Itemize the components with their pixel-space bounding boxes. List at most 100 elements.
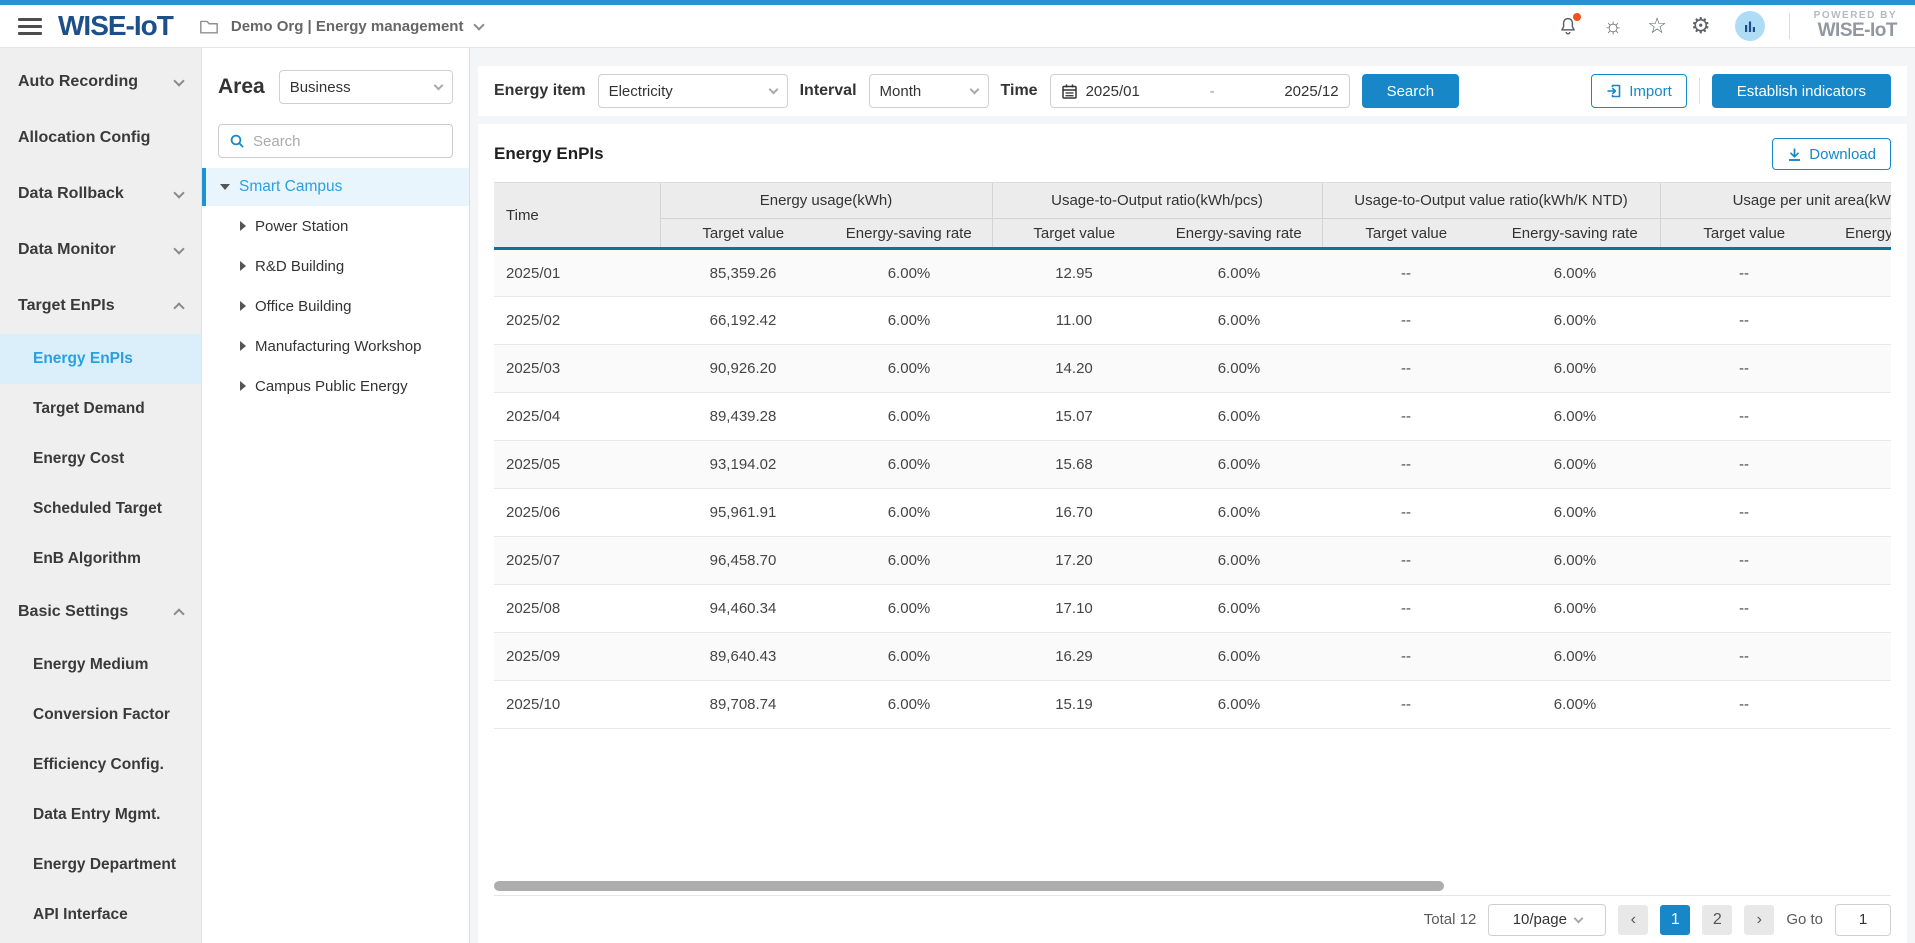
- sidebar-item-label: EnB Algorithm: [33, 550, 141, 567]
- tree-node-label: Smart Campus: [239, 178, 343, 195]
- card-title: Energy EnPIs: [494, 144, 604, 163]
- sidebar-item-target-demand[interactable]: Target Demand: [0, 384, 201, 434]
- sidebar-item-basic-settings[interactable]: Basic Settings: [0, 584, 201, 640]
- table-cell: --: [1660, 680, 1829, 729]
- table-cell: 6.00%: [826, 536, 992, 585]
- table-cell: 6.00%: [1490, 296, 1661, 345]
- next-page-button[interactable]: ›: [1744, 904, 1775, 935]
- caret-right-icon[interactable]: [240, 221, 246, 231]
- energy-item-select[interactable]: Electricity: [597, 74, 788, 108]
- settings-gear-icon[interactable]: ⚙: [1690, 12, 1711, 38]
- notification-bell-icon[interactable]: [1557, 12, 1582, 37]
- sidebar-item-efficiency-config[interactable]: Efficiency Config.: [0, 740, 201, 790]
- chevron-down-icon[interactable]: [473, 18, 486, 31]
- tree-node-r-d-building[interactable]: R&D Building: [202, 246, 469, 286]
- col-group-header: Usage-to-Output value ratio(kWh/K NTD): [1321, 182, 1661, 219]
- sidebar-item-data-entry-mgmt[interactable]: Data Entry Mgmt.: [0, 790, 201, 840]
- establish-indicators-button[interactable]: Establish indicators: [1711, 74, 1891, 108]
- search-button[interactable]: Search: [1361, 74, 1460, 108]
- interval-select[interactable]: Month: [868, 74, 989, 108]
- sidebar-item-label: Target Demand: [33, 400, 145, 417]
- favorites-star-icon[interactable]: ☆: [1647, 12, 1667, 38]
- chevron-up-icon: [173, 301, 185, 314]
- area-scope-select[interactable]: Business: [278, 70, 453, 104]
- tree-node-smart-campus[interactable]: Smart Campus: [202, 168, 469, 206]
- sidebar-item-data-rollback[interactable]: Data Rollback: [0, 166, 201, 222]
- caret-down-icon[interactable]: [220, 184, 230, 190]
- folder-icon: [199, 17, 219, 35]
- time-range-separator: -: [1209, 82, 1215, 100]
- table-row: 2025/10 89,708.74 6.00% 15.19 6.00% -- 6.00% --: [494, 680, 1891, 729]
- tree-node-label: Manufacturing Workshop: [255, 337, 422, 355]
- caret-right-icon[interactable]: [240, 381, 246, 391]
- col-subheader: Energy-saving rate: [1490, 218, 1661, 250]
- sidebar-item-label: Data Monitor: [18, 241, 116, 258]
- table-row: 2025/06 95,961.91 6.00% 16.70 6.00% -- 6.00% --: [494, 488, 1891, 537]
- chevron-down-icon: [969, 84, 979, 95]
- col-group-header: Usage per unit area(kWh/m: [1659, 182, 1891, 219]
- col-subheader: Energy-saving rate: [1828, 218, 1891, 250]
- tree-node-office-building[interactable]: Office Building: [202, 286, 469, 326]
- table-cell: [1828, 488, 1891, 537]
- sidebar-item-data-monitor[interactable]: Data Monitor: [0, 222, 201, 278]
- sidebar-item-auto-recording[interactable]: Auto Recording: [0, 54, 201, 110]
- caret-right-icon[interactable]: [240, 341, 246, 351]
- sidebar-item-conversion-factor[interactable]: Conversion Factor: [0, 690, 201, 740]
- sidebar-item-energy-medium[interactable]: Energy Medium: [0, 640, 201, 690]
- table-cell: 15.68: [992, 440, 1156, 489]
- import-button[interactable]: Import: [1591, 74, 1687, 108]
- app-logo: WISE-IoT: [58, 10, 174, 41]
- table-cell: 6.00%: [1156, 440, 1322, 489]
- table-cell: --: [1322, 536, 1490, 585]
- table-cell: --: [1660, 584, 1829, 633]
- import-icon: [1606, 83, 1622, 99]
- sidebar-item-label: Energy Cost: [33, 450, 125, 467]
- caret-right-icon[interactable]: [240, 301, 246, 311]
- table-cell: 6.00%: [1156, 680, 1322, 729]
- sidebar-item-energy-department[interactable]: Energy Department: [0, 840, 201, 890]
- cell-time: 2025/04: [494, 392, 660, 441]
- area-search-input[interactable]: [253, 132, 452, 150]
- theme-icon[interactable]: ☼: [1603, 12, 1624, 38]
- caret-right-icon[interactable]: [240, 261, 246, 271]
- table-cell: 90,926.20: [660, 344, 826, 393]
- table-cell: 15.19: [992, 680, 1156, 729]
- cell-time: 2025/06: [494, 488, 660, 537]
- page-size-select[interactable]: 10/page: [1488, 903, 1607, 936]
- time-range-picker[interactable]: 2025/01 - 2025/12: [1049, 74, 1350, 108]
- table-cell: 6.00%: [1156, 536, 1322, 585]
- user-avatar[interactable]: [1734, 10, 1765, 41]
- prev-page-button[interactable]: ‹: [1618, 904, 1649, 935]
- enpis-card: Energy EnPIs Download Time Energy usage(k…: [478, 124, 1907, 943]
- sidebar-item-api-interface[interactable]: API Interface: [0, 890, 201, 940]
- org-selector[interactable]: Demo Org | Energy management: [230, 17, 464, 35]
- table-cell: --: [1660, 536, 1829, 585]
- sidebar-item-allocation-config[interactable]: Allocation Config: [0, 110, 201, 166]
- download-button[interactable]: Download: [1772, 138, 1891, 170]
- time-start-value: 2025/01: [1085, 82, 1140, 100]
- tree-node-power-station[interactable]: Power Station: [202, 206, 469, 246]
- table-cell: [1828, 584, 1891, 633]
- table-cell: --: [1322, 680, 1490, 729]
- page-button-2[interactable]: 2: [1702, 904, 1733, 935]
- horizontal-scrollbar-thumb[interactable]: [494, 881, 1444, 891]
- table-cell: 6.00%: [826, 344, 992, 393]
- table-cell: --: [1322, 440, 1490, 489]
- sidebar-item-scheduled-target[interactable]: Scheduled Target: [0, 484, 201, 534]
- page-button-1[interactable]: 1: [1660, 904, 1691, 935]
- sidebar-item-label: Allocation Config: [18, 129, 151, 146]
- sidebar-item-label: Efficiency Config.: [33, 756, 164, 773]
- tree-node-manufacturing-workshop[interactable]: Manufacturing Workshop: [202, 326, 469, 366]
- goto-page-input[interactable]: [1835, 903, 1891, 936]
- sidebar-item-energy-enpis[interactable]: Energy EnPIs: [0, 334, 201, 384]
- chevron-up-icon: [173, 607, 185, 620]
- sidebar-item-energy-cost[interactable]: Energy Cost: [0, 434, 201, 484]
- table-viewport: Time Energy usage(kWh) Usage-to-Output rat…: [494, 182, 1891, 881]
- sidebar-item-enb-algorithm[interactable]: EnB Algorithm: [0, 534, 201, 584]
- menu-icon[interactable]: [18, 17, 42, 35]
- table-cell: 6.00%: [1156, 248, 1322, 297]
- sidebar-item-target-enpis[interactable]: Target EnPIs: [0, 278, 201, 334]
- tree-node-campus-public-energy[interactable]: Campus Public Energy: [202, 366, 469, 406]
- table-cell: 89,439.28: [660, 392, 826, 441]
